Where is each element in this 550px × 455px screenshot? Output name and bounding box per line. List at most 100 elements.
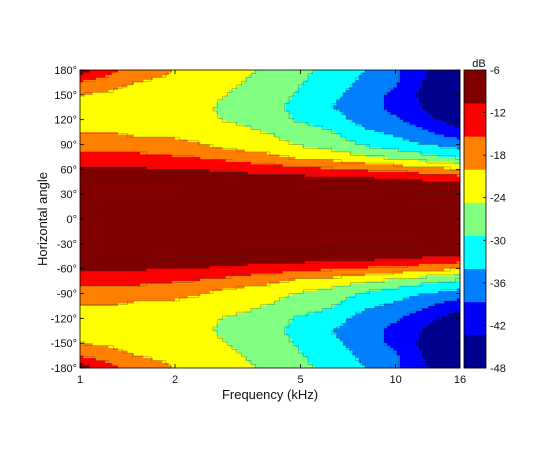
heatmap-cell <box>355 117 360 121</box>
heatmap-cell <box>152 117 157 121</box>
heatmap-cell <box>118 84 122 88</box>
heatmap-cell <box>254 124 258 128</box>
heatmap-cell <box>254 112 258 116</box>
heatmap-cell <box>365 79 369 83</box>
heatmap-cell <box>175 127 179 130</box>
heatmap-cell <box>130 144 135 148</box>
heatmap-cell <box>311 159 315 163</box>
heatmap-cell <box>311 169 315 173</box>
heatmap-cell <box>387 122 391 125</box>
heatmap-cell <box>380 74 385 78</box>
heatmap-cell <box>447 149 451 153</box>
heatmap-cell <box>358 139 363 143</box>
heatmap-cell <box>342 102 347 106</box>
heatmap-cell <box>203 87 208 91</box>
heatmap-cell <box>412 129 417 133</box>
heatmap-cell <box>361 164 366 168</box>
heatmap-cell <box>102 107 106 111</box>
heatmap-cell <box>114 107 119 111</box>
heatmap-cell <box>365 84 369 88</box>
heatmap-cell <box>374 134 379 138</box>
heatmap-cell <box>285 127 290 130</box>
heatmap-cell <box>92 144 97 148</box>
heatmap-cell <box>298 122 303 125</box>
heatmap-cell <box>304 72 309 76</box>
heatmap-cell <box>352 70 356 73</box>
heatmap-cell <box>390 166 394 170</box>
heatmap-cell <box>219 119 223 123</box>
heatmap-cell <box>92 122 97 125</box>
heatmap-cell <box>95 137 100 140</box>
heatmap-cell <box>374 164 379 168</box>
heatmap-cell <box>295 166 299 170</box>
heatmap-cell <box>450 122 455 125</box>
heatmap-cell <box>133 156 138 160</box>
heatmap-cell <box>263 79 268 83</box>
heatmap-cell <box>396 92 401 96</box>
heatmap-cell <box>422 104 426 108</box>
heatmap-cell <box>415 137 420 140</box>
heatmap-cell <box>330 82 334 86</box>
heatmap-cell <box>447 74 451 78</box>
heatmap-cell <box>238 107 242 111</box>
heatmap-cell <box>152 84 157 88</box>
heatmap-cell <box>453 77 458 81</box>
heatmap-cell <box>320 87 325 91</box>
heatmap-cell <box>222 89 227 93</box>
heatmap-cell <box>127 109 132 113</box>
heatmap-cell <box>89 156 94 160</box>
heatmap-cell <box>374 94 379 98</box>
heatmap-cell <box>80 84 84 88</box>
heatmap-cell <box>133 161 138 165</box>
heatmap-cell <box>301 74 306 78</box>
heatmap-cell <box>327 102 331 106</box>
heatmap-cell <box>327 107 331 111</box>
heatmap-cell <box>181 132 185 135</box>
heatmap-cell <box>311 114 315 118</box>
heatmap-cell <box>162 107 166 111</box>
heatmap-cell <box>127 144 132 148</box>
heatmap-cell <box>181 70 185 73</box>
heatmap-cell <box>159 171 163 175</box>
heatmap-cell <box>184 114 189 118</box>
heatmap-cell <box>450 94 455 98</box>
heatmap-cell <box>418 72 423 76</box>
heatmap-cell <box>99 134 103 138</box>
heatmap-cell <box>118 169 122 173</box>
heatmap-cell <box>409 156 413 160</box>
heatmap-cell <box>308 89 312 93</box>
heatmap-cell <box>222 159 227 163</box>
heatmap-cell <box>127 124 132 128</box>
heatmap-cell <box>162 134 166 138</box>
heatmap-cell <box>380 139 385 143</box>
heatmap-cell <box>384 94 388 98</box>
heatmap-cell <box>273 102 277 106</box>
heatmap-cell <box>349 89 353 93</box>
heatmap-cell <box>276 149 280 153</box>
heatmap-cell <box>238 70 242 73</box>
heatmap-cell <box>175 171 179 175</box>
heatmap-cell <box>251 89 255 93</box>
heatmap-cell <box>447 112 451 116</box>
heatmap-cell <box>194 166 198 170</box>
heatmap-cell <box>133 104 138 108</box>
heatmap-cell <box>339 127 344 130</box>
heatmap-cell <box>102 87 106 91</box>
heatmap-cell <box>365 107 369 111</box>
heatmap-cell <box>333 146 337 150</box>
heatmap-cell <box>159 87 163 91</box>
heatmap-cell <box>412 112 417 116</box>
heatmap-cell <box>355 74 360 78</box>
heatmap-cell <box>317 127 322 130</box>
heatmap-cell <box>352 104 356 108</box>
heatmap-cell <box>349 87 353 91</box>
heatmap-cell <box>374 77 379 81</box>
heatmap-cell <box>190 117 195 121</box>
heatmap-cell <box>422 149 426 153</box>
heatmap-cell <box>374 137 379 140</box>
heatmap-cell <box>184 124 189 128</box>
heatmap-cell <box>184 92 189 96</box>
heatmap-cell <box>159 129 163 133</box>
heatmap-cell <box>450 114 455 118</box>
heatmap-cell <box>311 97 315 101</box>
